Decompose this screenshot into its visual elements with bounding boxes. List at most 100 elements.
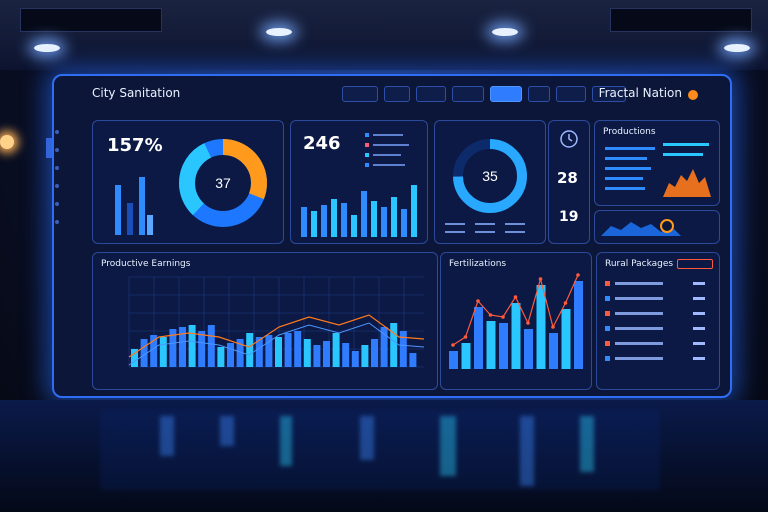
notification-icon[interactable]	[688, 90, 698, 100]
mini-bar	[381, 207, 387, 237]
legend-list	[365, 133, 409, 167]
trend-point	[551, 325, 555, 329]
gauge-value: 35	[482, 168, 498, 184]
ceiling-light	[266, 28, 292, 36]
chart-bar	[323, 341, 330, 367]
mini-bar	[341, 203, 347, 237]
chart-bar	[332, 333, 340, 367]
main-chart	[128, 276, 425, 368]
trend-point	[488, 313, 493, 317]
donut-segment-orange	[179, 139, 267, 227]
mini-bar	[139, 177, 145, 235]
list-item-label	[615, 327, 663, 330]
chart-bar	[294, 331, 302, 367]
list-item-icon	[605, 356, 610, 361]
trend-point	[451, 343, 455, 347]
chart-bar	[131, 349, 138, 367]
mini-bar	[311, 211, 317, 237]
list-item-label	[615, 297, 663, 300]
gauge-fill	[453, 139, 527, 213]
list-item-label	[615, 282, 663, 285]
hbar	[605, 177, 643, 180]
legend-swatch	[365, 153, 369, 157]
chart-bar	[361, 345, 369, 367]
kpi-panel-percentage: 157% 37	[92, 120, 284, 244]
list-item-value	[693, 297, 705, 300]
mini-bar	[361, 191, 367, 237]
bokeh-light	[0, 135, 14, 149]
trend-point	[476, 299, 480, 303]
chart-bar	[351, 351, 359, 367]
ceiling-vent	[610, 8, 752, 32]
list-action-button[interactable]	[677, 259, 713, 269]
floor	[0, 400, 768, 512]
mini-bar	[301, 207, 307, 237]
bar-chart-panel: Fertilizations	[440, 252, 592, 390]
bar-chart	[449, 273, 583, 369]
screen-reflection	[100, 410, 660, 490]
chart-bar	[169, 329, 177, 367]
ceiling-light	[34, 44, 60, 52]
list-item-icon	[605, 311, 610, 316]
list-item-icon	[605, 341, 610, 346]
app-title: City Sanitation	[92, 86, 181, 100]
mini-bar	[147, 215, 153, 235]
chart-bar	[179, 327, 186, 367]
chart-bar	[217, 347, 225, 367]
chart-bar	[159, 337, 167, 367]
kpi-bar-chart	[301, 185, 417, 237]
legend-swatch	[365, 163, 369, 167]
tab[interactable]	[592, 86, 626, 102]
list-item-value	[693, 357, 705, 360]
mini-bar	[411, 185, 417, 237]
list-item-icon	[605, 326, 610, 331]
tab[interactable]	[556, 86, 586, 102]
mini-bar	[391, 197, 397, 237]
kpi-panel-gauge: 35	[434, 120, 546, 244]
chart-bar	[409, 353, 417, 367]
tab[interactable]	[342, 86, 378, 102]
tab-active[interactable]	[490, 86, 522, 102]
trend-point	[463, 335, 468, 339]
mini-bar	[371, 201, 377, 237]
kpi-value: 246	[303, 133, 341, 154]
stat-value: 28	[557, 169, 578, 187]
main-chart-panel: Productive Earnings	[92, 252, 438, 390]
top-bar: City Sanitation Fractal Nation	[62, 82, 722, 106]
tab[interactable]	[528, 86, 550, 102]
hbar	[605, 187, 645, 190]
mini-bar	[401, 209, 407, 237]
trend-panel	[594, 210, 720, 244]
trend-point	[501, 315, 505, 319]
stat-value: 19	[559, 209, 579, 225]
kpi-value: 157%	[107, 135, 163, 156]
chart-bar	[399, 331, 407, 367]
panel-title: Productions	[603, 127, 656, 137]
tab[interactable]	[384, 86, 410, 102]
list-item-label	[615, 312, 663, 315]
chart-bar	[207, 325, 215, 367]
tab[interactable]	[452, 86, 484, 102]
gauge-legend	[445, 223, 525, 233]
mini-bar	[351, 215, 357, 237]
list-item-value	[693, 327, 705, 330]
chart-bar	[449, 351, 458, 369]
ceiling-light	[492, 28, 518, 36]
chart-bar	[275, 337, 282, 367]
chart-bar	[246, 333, 254, 367]
chart-bar	[574, 281, 583, 369]
chart-bar	[303, 339, 311, 367]
chart-bar	[236, 339, 244, 367]
productions-area-chart	[663, 143, 711, 197]
list-item-label	[615, 357, 663, 360]
tab[interactable]	[416, 86, 446, 102]
list	[605, 281, 705, 361]
chart-bar	[255, 337, 263, 367]
trend-point	[538, 277, 543, 281]
trend-line	[128, 322, 425, 366]
list-item-label	[615, 342, 663, 345]
trend-line	[128, 314, 425, 358]
list-item-icon	[605, 296, 610, 301]
mini-bar	[331, 199, 337, 237]
chart-bar	[524, 329, 533, 369]
